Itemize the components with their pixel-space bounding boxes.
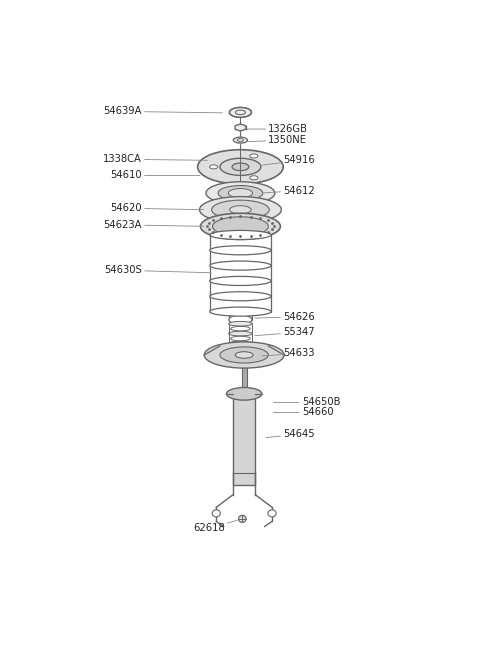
Ellipse shape	[210, 261, 271, 270]
Ellipse shape	[229, 308, 252, 316]
Text: 54650B: 54650B	[274, 398, 340, 407]
Bar	[241, 362, 247, 394]
Text: 54626: 54626	[255, 312, 315, 322]
Bar	[233, 394, 255, 485]
Ellipse shape	[229, 107, 251, 117]
Ellipse shape	[212, 200, 269, 219]
Text: 54645: 54645	[266, 429, 315, 439]
Ellipse shape	[220, 159, 261, 176]
Text: 1326GB: 1326GB	[247, 124, 308, 134]
Text: 54639A: 54639A	[103, 106, 222, 117]
Ellipse shape	[250, 154, 258, 158]
Ellipse shape	[220, 347, 268, 363]
Ellipse shape	[229, 315, 252, 324]
Ellipse shape	[231, 346, 250, 350]
Text: 54610: 54610	[110, 170, 200, 180]
Ellipse shape	[239, 515, 246, 523]
Text: 1350NE: 1350NE	[247, 135, 307, 145]
Ellipse shape	[206, 181, 275, 204]
Ellipse shape	[229, 206, 251, 214]
Ellipse shape	[201, 214, 280, 240]
Text: 54620: 54620	[110, 203, 204, 214]
Ellipse shape	[232, 163, 249, 171]
Ellipse shape	[231, 326, 250, 331]
Text: 54623A: 54623A	[103, 220, 204, 230]
Text: 54660: 54660	[274, 407, 334, 417]
Ellipse shape	[250, 176, 258, 180]
Text: 54612: 54612	[262, 185, 315, 196]
Ellipse shape	[200, 196, 281, 223]
Text: 55347: 55347	[255, 328, 315, 337]
Ellipse shape	[228, 189, 252, 198]
Text: 54633: 54633	[262, 348, 315, 358]
Ellipse shape	[233, 137, 248, 143]
Text: 54630S: 54630S	[104, 265, 211, 275]
Ellipse shape	[204, 342, 284, 368]
Ellipse shape	[235, 352, 253, 358]
Ellipse shape	[228, 322, 252, 326]
Ellipse shape	[218, 185, 263, 200]
Ellipse shape	[231, 336, 250, 341]
Ellipse shape	[198, 150, 283, 184]
Ellipse shape	[210, 231, 271, 240]
Ellipse shape	[268, 510, 276, 517]
Text: 54916: 54916	[262, 155, 315, 165]
Ellipse shape	[235, 124, 246, 130]
Ellipse shape	[212, 510, 220, 517]
Ellipse shape	[228, 331, 252, 336]
Ellipse shape	[210, 165, 218, 169]
Text: 1338CA: 1338CA	[103, 155, 207, 164]
Ellipse shape	[228, 341, 252, 346]
Ellipse shape	[210, 307, 271, 316]
Ellipse shape	[227, 388, 262, 400]
Text: 62618: 62618	[193, 520, 237, 533]
Ellipse shape	[210, 291, 271, 301]
Ellipse shape	[210, 246, 271, 255]
Ellipse shape	[213, 217, 268, 236]
Ellipse shape	[210, 276, 271, 286]
